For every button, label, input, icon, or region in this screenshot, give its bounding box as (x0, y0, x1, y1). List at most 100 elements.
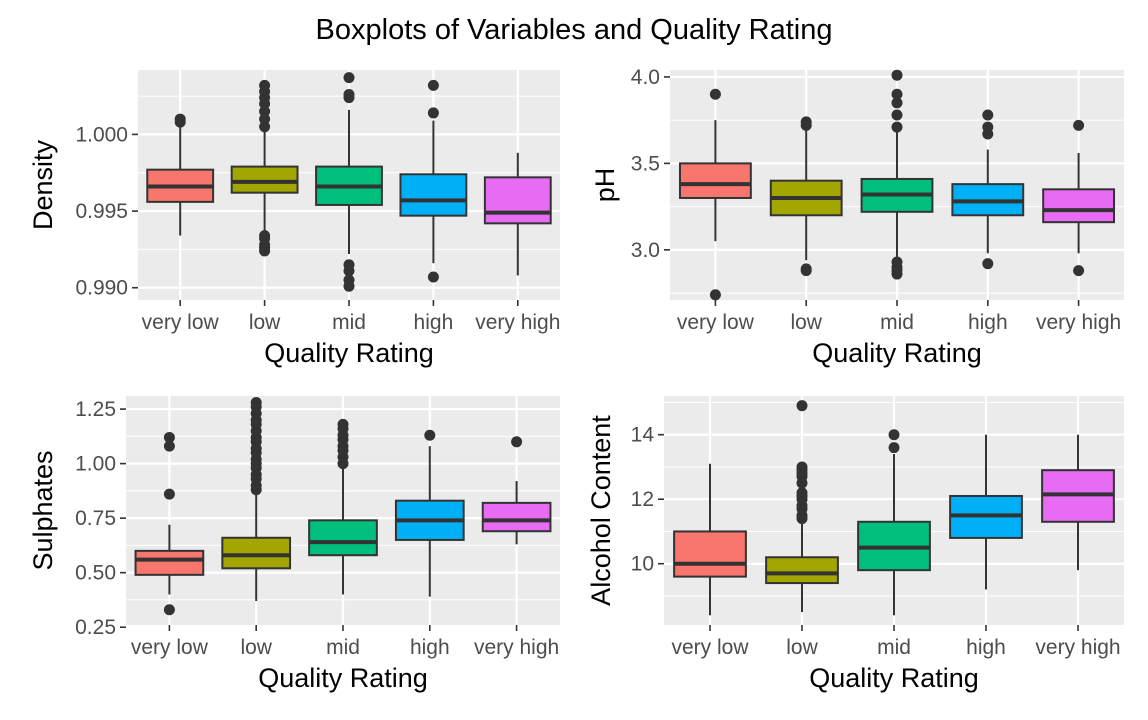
outlier-point (796, 461, 808, 473)
outlier-point (163, 440, 175, 452)
outlier-point (891, 88, 903, 100)
y-tick-label: 1.00 (75, 453, 116, 476)
x-tick-label: high (966, 636, 1006, 659)
outlier-point (891, 97, 903, 109)
outlier-point (709, 88, 721, 100)
box-very-low (134, 549, 205, 576)
outlier-point (427, 271, 439, 283)
y-tick-label: 4.0 (631, 66, 660, 89)
x-tick-label: very high (1035, 636, 1120, 659)
box-very-high (1042, 188, 1116, 224)
box-very-high (481, 501, 552, 533)
y-tick-label: 3.0 (631, 239, 660, 262)
x-tick-label: high (410, 636, 450, 659)
outlier-point (259, 79, 271, 91)
outlier-point (343, 280, 355, 292)
outlier-point (888, 442, 900, 454)
panel-ph: 3.0 3.5 4.0 very low low mid high very high Qual… (590, 66, 1124, 368)
x-tick-label: low (786, 636, 818, 659)
x-tick-label: very high (474, 636, 559, 659)
outlier-point (163, 604, 175, 616)
box-very-low (678, 162, 752, 199)
y-tick-label: 0.995 (75, 200, 128, 223)
x-tick-label: low (240, 636, 272, 659)
y-axis-title: pH (590, 168, 620, 203)
panel-alcohol: 10 12 14 very low low mid high very high Quality… (586, 396, 1124, 693)
y-tick-label: 12 (631, 488, 654, 511)
x-tick-label: mid (877, 636, 911, 659)
x-tick-label: low (249, 311, 281, 334)
outlier-point (343, 89, 355, 101)
x-tick-label: mid (326, 636, 360, 659)
outlier-point (891, 268, 903, 280)
outlier-point (800, 263, 812, 275)
box-low (221, 536, 292, 570)
panel-sulphates: 0.25 0.50 0.75 1.00 1.25 very low low mid high ve… (28, 396, 560, 693)
y-tick-label: 1.000 (75, 123, 128, 146)
x-tick-label: very low (671, 636, 749, 659)
y-tick-label: 0.25 (75, 616, 116, 639)
x-tick-label: very low (677, 311, 755, 334)
outlier-point (174, 113, 186, 125)
x-axis-title: Quality Rating (264, 338, 434, 368)
x-tick-label: mid (332, 311, 366, 334)
y-tick-label: 0.50 (75, 562, 116, 585)
outlier-point (982, 109, 994, 121)
x-axis-title: Quality Rating (258, 663, 428, 693)
y-axis-title: Alcohol Content (586, 415, 616, 606)
x-tick-label: very high (475, 311, 560, 334)
outlier-point (163, 488, 175, 500)
y-axis-title: Density (28, 139, 58, 230)
outlier-point (511, 436, 523, 448)
outlier-point (424, 429, 436, 441)
x-axis-title: Quality Rating (809, 663, 979, 693)
y-tick-label: 14 (631, 424, 655, 447)
outlier-point (888, 429, 900, 441)
x-tick-label: high (968, 311, 1008, 334)
outlier-point (250, 397, 262, 409)
outlier-point (163, 431, 175, 443)
outlier-point (891, 109, 903, 121)
x-tick-label: very high (1036, 311, 1121, 334)
outlier-point (337, 418, 349, 430)
outlier-point (427, 79, 439, 91)
x-tick-label: very low (142, 311, 220, 334)
outlier-point (1073, 119, 1085, 131)
box-very-low (673, 530, 747, 578)
outlier-point (343, 265, 355, 277)
outlier-point (259, 230, 271, 242)
outlier-point (982, 258, 994, 270)
outlier-point (709, 289, 721, 301)
outlier-point (259, 121, 271, 133)
box-high (399, 173, 468, 217)
y-tick-label: 10 (631, 553, 654, 576)
outlier-point (343, 72, 355, 84)
outlier-point (259, 105, 271, 117)
box-low (765, 556, 839, 585)
page-title: Boxplots of Variables and Quality Rating (315, 14, 833, 46)
x-tick-label: high (414, 311, 454, 334)
panel-density: 0.990 0.995 1.000 very low low mid high very hi… (28, 70, 560, 368)
outlier-point (800, 116, 812, 128)
x-tick-label: very low (131, 636, 209, 659)
x-tick-label: mid (880, 311, 914, 334)
outlier-point (982, 121, 994, 133)
outlier-point (1073, 265, 1085, 277)
outlier-point (427, 107, 439, 119)
outlier-point (259, 113, 271, 125)
outlier-point (891, 121, 903, 133)
outlier-point (796, 487, 808, 499)
box-very-high (483, 176, 552, 225)
box-low (230, 165, 299, 194)
x-tick-label: low (790, 311, 822, 334)
y-tick-label: 0.990 (75, 277, 128, 300)
y-tick-label: 1.25 (75, 398, 116, 421)
box-mid (308, 519, 378, 557)
y-tick-label: 3.5 (631, 152, 660, 175)
y-axis-title: Sulphates (28, 450, 58, 570)
outlier-point (796, 400, 808, 412)
y-tick-label: 0.75 (75, 507, 116, 530)
outlier-point (891, 69, 903, 81)
x-axis-title: Quality Rating (812, 338, 982, 368)
